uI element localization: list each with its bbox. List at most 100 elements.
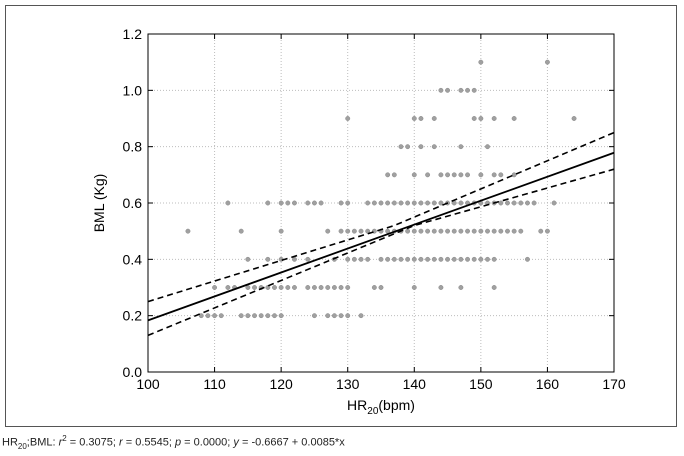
caption-r-symbol: r — [119, 436, 123, 449]
data-point — [465, 256, 470, 262]
data-point — [458, 256, 464, 262]
data-point — [391, 200, 397, 206]
figure-caption: HR20;BML: r2 = 0.3075; r = 0.5545; p = 0… — [2, 434, 345, 451]
caption-y-symbol: y — [233, 436, 239, 449]
data-point — [491, 228, 497, 234]
data-point — [258, 313, 264, 319]
data-point — [311, 200, 317, 206]
regression-line — [147, 151, 615, 322]
data-point — [252, 285, 257, 290]
data-point — [338, 313, 344, 319]
data-point — [272, 313, 277, 319]
data-point — [325, 313, 331, 319]
data-point — [431, 228, 437, 234]
caption-r2-symbol: r — [58, 436, 63, 449]
data-point — [198, 313, 204, 319]
data-point — [518, 200, 524, 206]
data-point — [398, 200, 404, 206]
data-point — [185, 228, 191, 234]
data-point — [438, 228, 444, 234]
data-point — [325, 285, 331, 290]
data-point — [544, 59, 550, 65]
data-point — [465, 228, 470, 234]
data-point — [265, 256, 271, 262]
data-point — [278, 313, 284, 319]
x-tick-label: 140 — [403, 376, 427, 392]
data-point — [418, 116, 424, 121]
data-point — [498, 228, 504, 234]
x-axis-label-main: HR — [347, 397, 367, 413]
data-point — [491, 256, 497, 262]
data-point — [491, 285, 497, 290]
data-point — [445, 228, 451, 234]
data-point — [205, 313, 211, 319]
data-point — [238, 313, 244, 319]
y-axis-label: BML (Kg) — [91, 174, 107, 233]
data-point — [425, 172, 431, 178]
data-point — [331, 313, 337, 319]
data-point — [398, 256, 404, 262]
data-point — [265, 200, 271, 206]
data-point — [478, 172, 484, 178]
data-point — [391, 256, 397, 262]
caption-hr-label: HR — [2, 436, 18, 449]
data-point — [218, 313, 224, 319]
confidence-upper-line — [147, 131, 615, 303]
data-point — [285, 200, 291, 206]
data-point — [465, 172, 470, 178]
data-point — [411, 256, 417, 262]
data-point — [278, 285, 284, 290]
data-point — [345, 200, 351, 206]
data-point — [525, 200, 530, 206]
data-point — [405, 144, 411, 150]
y-tick-label: 0.4 — [123, 251, 143, 267]
caption-p-symbol: p — [174, 436, 182, 449]
data-point — [458, 228, 464, 234]
caption-p-value: = 0.0000; — [181, 436, 234, 449]
x-tick-label: 150 — [469, 376, 493, 392]
data-point — [544, 228, 550, 234]
data-point — [371, 200, 377, 206]
data-point — [511, 228, 517, 234]
data-point — [405, 256, 411, 262]
data-point — [411, 285, 417, 290]
data-point — [478, 228, 484, 234]
data-point — [378, 256, 384, 262]
data-point — [538, 228, 544, 234]
data-point — [431, 256, 437, 262]
x-tick-label: 120 — [269, 376, 293, 392]
data-point — [338, 228, 344, 234]
data-point — [445, 87, 451, 93]
data-point — [385, 200, 391, 206]
data-point — [505, 228, 510, 234]
data-point — [525, 256, 530, 262]
data-point — [398, 144, 404, 150]
data-point — [505, 200, 510, 206]
data-point — [511, 116, 517, 121]
data-point — [391, 172, 397, 178]
data-point — [478, 256, 484, 262]
data-point — [265, 285, 271, 290]
data-point — [292, 200, 297, 206]
data-point — [345, 313, 351, 319]
x-axis-label-unit: (bpm) — [378, 397, 415, 413]
data-point — [365, 200, 371, 206]
data-point — [431, 200, 437, 206]
data-point — [371, 285, 377, 290]
data-point — [445, 172, 451, 178]
data-point — [491, 172, 497, 178]
data-point — [305, 256, 311, 262]
data-point — [551, 200, 557, 206]
data-point — [292, 285, 297, 290]
data-point — [318, 200, 324, 206]
data-point — [252, 313, 257, 319]
x-tick-label: 160 — [536, 376, 560, 392]
data-point — [465, 87, 470, 93]
data-point — [285, 285, 291, 290]
data-point — [358, 256, 364, 262]
data-point — [365, 256, 371, 262]
data-point — [305, 200, 311, 206]
y-tick-label: 0.6 — [123, 195, 143, 211]
caption-r-value: = 0.5545; — [122, 436, 175, 449]
data-point — [411, 200, 417, 206]
